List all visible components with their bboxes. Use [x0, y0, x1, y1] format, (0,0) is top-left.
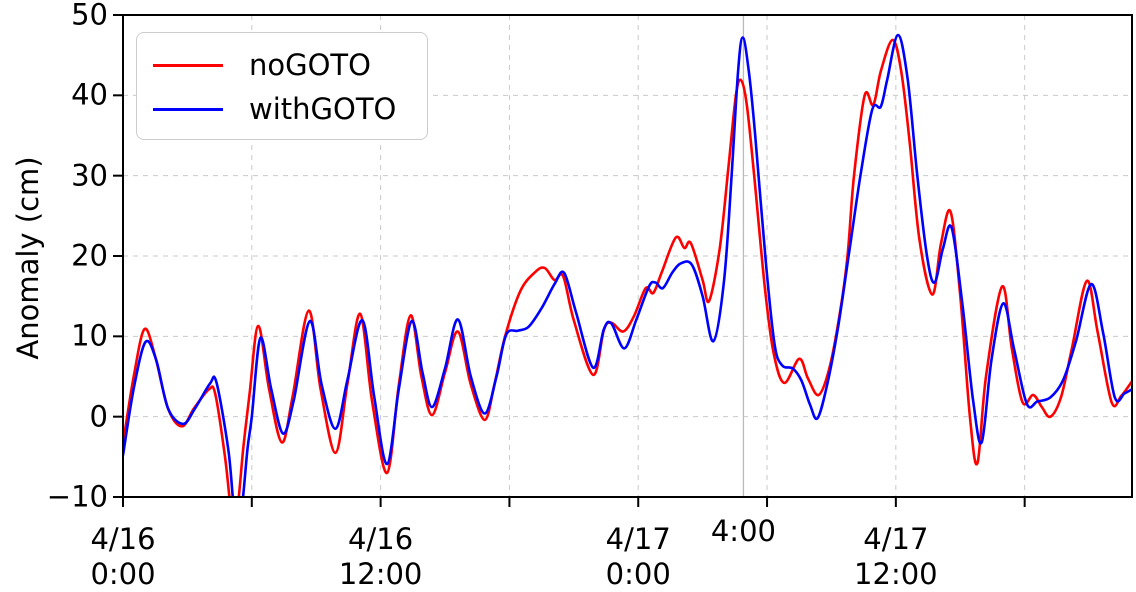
y-tick-label: 50	[71, 0, 108, 32]
y-tick-label: 30	[71, 158, 108, 193]
withgoto-line-swatch	[153, 107, 223, 111]
data-series	[123, 33, 1132, 497]
tick-marks	[113, 14, 1026, 507]
x-tick-label: 4/16 12:00	[338, 522, 423, 591]
legend-label-nogoto: noGOTO	[249, 48, 371, 82]
y-tick-label: 40	[71, 77, 108, 112]
nogoto-line-swatch	[153, 63, 223, 67]
event-time-annotation: 4:00	[710, 514, 776, 548]
legend-label-withgoto: withGOTO	[249, 92, 397, 126]
y-tick-label: 10	[71, 318, 108, 353]
legend-entry-withgoto: withGOTO	[153, 87, 427, 131]
y-tick-label: 0	[89, 399, 108, 434]
x-tick-label: 4/17 12:00	[854, 522, 938, 591]
legend-entry-nogoto: noGOTO	[153, 43, 427, 87]
legend-box: noGOTO withGOTO	[136, 32, 428, 140]
x-tick-label: 4/16 0:00	[90, 522, 156, 591]
y-tick-label: 20	[71, 238, 108, 273]
x-tick-label: 4/17 0:00	[605, 522, 671, 591]
series-line-withGOTO	[123, 33, 1132, 497]
y-tick-label: −10	[46, 479, 108, 514]
